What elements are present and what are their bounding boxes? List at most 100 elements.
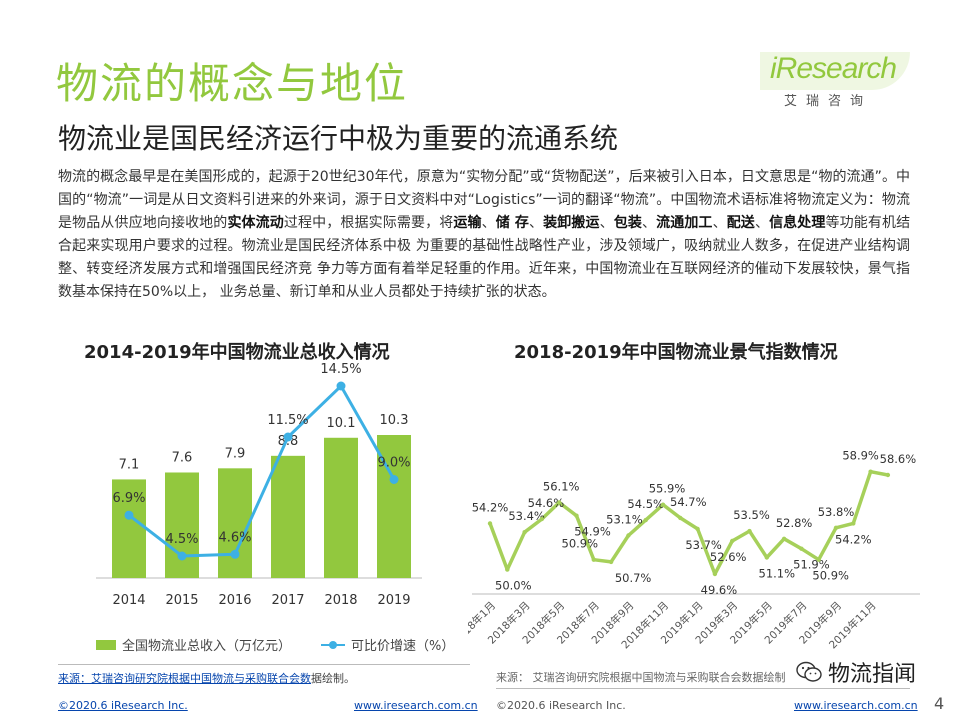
index-point — [695, 526, 700, 532]
logo-cn: 艾瑞咨询 — [784, 94, 873, 109]
growth-label: 9.0% — [377, 456, 410, 471]
bar-label: 7.9 — [225, 446, 246, 461]
index-label: 54.9% — [574, 525, 611, 539]
footer-url[interactable]: www.iresearch.com.cn — [354, 699, 478, 712]
index-label: 52.6% — [710, 550, 747, 564]
index-point — [608, 559, 614, 565]
x-tick-label: 2015 — [165, 593, 198, 608]
index-point — [643, 517, 648, 523]
body-bold-3: 储 存 — [495, 215, 529, 231]
index-point — [747, 528, 752, 534]
body-bold-2: 运输 — [453, 215, 482, 231]
growth-point — [283, 432, 293, 442]
bar — [165, 472, 199, 578]
chart1-source: 来源：艾瑞咨询研究院根据中国物流与采购联合会数据绘制。 — [58, 670, 355, 686]
index-point — [781, 536, 787, 541]
index-point — [574, 513, 579, 518]
footer-url[interactable]: www.iresearch.com.cn — [794, 699, 918, 712]
body-text-5: 、 — [599, 215, 614, 231]
x-tick-label: 2016 — [218, 593, 251, 608]
bar-label: 7.1 — [119, 457, 140, 472]
index-point — [505, 567, 510, 572]
wechat-icon — [796, 661, 822, 682]
page-subtitle: 物流业是国民经济运行中极为重要的流通系统 — [58, 122, 619, 155]
body-text-6: 、 — [641, 215, 657, 231]
bar-label: 10.1 — [327, 416, 356, 431]
footer-copyright: ©2020.6 iResearch Inc. — [496, 699, 626, 712]
index-point — [626, 533, 631, 538]
body-paragraph: 物流的概念最早是在美国形成的，起源于20世纪30年代，原意为“实物分配”或“货物… — [58, 166, 910, 304]
index-label: 50.7% — [615, 571, 652, 585]
index-label: 50.9% — [562, 537, 599, 551]
body-text-9: 等功能有机结合起来实现用户要求的过程。物流业是国民经济体系中极 为重要的基础性战… — [58, 215, 911, 300]
index-label: 51.9% — [793, 558, 830, 572]
logo-wordmark: iResearch — [770, 52, 897, 85]
index-point — [591, 557, 596, 562]
body-bold-7: 配送 — [726, 215, 755, 231]
footer-copyright[interactable]: ©2020.6 iResearch Inc. — [58, 699, 188, 712]
index-point — [487, 521, 493, 526]
x-tick-label: 2019 — [377, 593, 410, 608]
body-text-2: 过程中，根据实际需要，将 — [283, 215, 454, 231]
index-point — [885, 472, 891, 478]
wechat-badge: 物流指闻 — [796, 656, 916, 688]
growth-point — [336, 381, 346, 391]
index-point — [660, 502, 666, 507]
chart2-source: 来源： 艾瑞咨询研究院根据中国物流与采购联合会数据绘制 — [496, 671, 786, 684]
index-label: 58.9% — [842, 449, 879, 463]
growth-point — [177, 551, 187, 561]
index-label: 53.8% — [818, 505, 855, 519]
page-number: 4 — [934, 694, 945, 713]
index-point — [678, 515, 683, 521]
x-tick-label: 2018 — [324, 593, 357, 608]
legend-line-label: 可比价增速（%） — [351, 639, 455, 654]
index-point — [539, 516, 545, 522]
body-bold-5: 包装 — [613, 215, 642, 231]
index-point — [799, 546, 804, 551]
index-point — [730, 538, 735, 544]
index-label: 53.4% — [508, 509, 545, 523]
index-label: 50.9% — [812, 569, 849, 583]
growth-label: 14.5% — [320, 362, 361, 377]
growth-label: 6.9% — [112, 491, 145, 506]
x-tick-label: 2014 — [112, 593, 145, 608]
index-label: 58.6% — [880, 452, 917, 466]
index-point — [851, 521, 856, 526]
growth-label: 4.5% — [165, 532, 198, 547]
source-suffix: 据绘制。 — [311, 672, 355, 685]
index-label: 55.9% — [649, 482, 686, 496]
chart2-plot: 54.2%50.0%53.4%54.6%56.1%54.9%50.9%50.7%… — [468, 449, 920, 651]
index-label: 52.8% — [776, 516, 813, 530]
page-title: 物流的概念与地位 — [56, 59, 409, 108]
bar — [324, 437, 358, 578]
index-label: 54.7% — [670, 495, 707, 509]
index-label: 50.0% — [495, 579, 532, 593]
index-label: 53.7% — [685, 538, 722, 552]
bar — [112, 479, 146, 578]
body-bold-1: 实体流动 — [227, 215, 284, 231]
index-point — [833, 525, 839, 530]
chart1-title: 2014-2019年中国物流业总收入情况 — [84, 342, 390, 363]
legend-bar-swatch — [96, 639, 116, 650]
bar — [271, 455, 305, 578]
body-bold-8: 信息处理 — [769, 215, 826, 231]
legend-bar-label: 全国物流业总收入（万亿元） — [122, 639, 292, 654]
index-point — [557, 500, 562, 505]
growth-point — [124, 510, 134, 520]
index-label: 53.5% — [733, 508, 770, 522]
source-link[interactable]: 艾瑞咨询研究院根据中国物流与采购联合会数 — [91, 672, 311, 685]
bar — [218, 468, 252, 578]
index-line — [488, 469, 889, 576]
growth-point — [230, 549, 240, 559]
divider — [58, 664, 470, 665]
body-text-8: 、 — [754, 215, 770, 231]
body-text-4: 、 — [528, 215, 544, 231]
index-label: 53.1% — [606, 513, 643, 527]
index-point — [712, 571, 718, 577]
growth-label: 4.6% — [218, 530, 251, 545]
index-label: 54.5% — [627, 497, 664, 511]
index-point — [868, 469, 873, 474]
index-label: 56.1% — [543, 480, 580, 494]
bar-label: 7.6 — [172, 450, 193, 465]
iresearch-logo: iResearch 艾瑞咨询 — [760, 46, 920, 116]
